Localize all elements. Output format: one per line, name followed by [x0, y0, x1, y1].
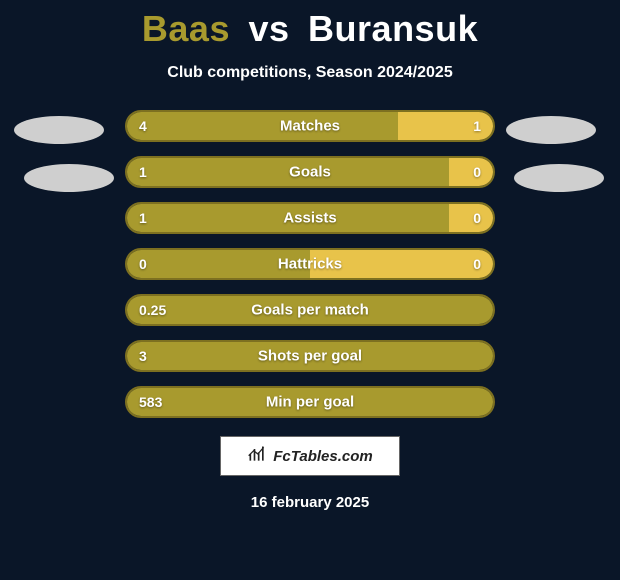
stat-row: 0 0 Hattricks	[125, 248, 495, 280]
stat-value-left: 1	[139, 164, 147, 180]
stat-bar-right	[449, 158, 493, 186]
stat-label: Min per goal	[266, 394, 354, 411]
stat-label: Matches	[280, 118, 340, 135]
stat-row: 3 Shots per goal	[125, 340, 495, 372]
source-badge: FcTables.com	[220, 436, 400, 476]
decorative-ellipse	[24, 164, 114, 192]
stat-row: 1 0 Goals	[125, 156, 495, 188]
date-label: 16 february 2025	[0, 494, 620, 511]
stat-value-left: 0.25	[139, 302, 166, 318]
stat-value-left: 3	[139, 348, 147, 364]
badge-text: FcTables.com	[273, 448, 372, 465]
stat-label: Goals	[289, 164, 331, 181]
stat-value-left: 0	[139, 256, 147, 272]
stat-label: Hattricks	[278, 256, 342, 273]
stat-row: 4 1 Matches	[125, 110, 495, 142]
player2-name: Buransuk	[308, 8, 478, 49]
decorative-ellipse	[14, 116, 104, 144]
comparison-title: Baas vs Buransuk	[0, 0, 620, 50]
bar-chart-icon	[247, 444, 267, 469]
stat-bar-right	[449, 204, 493, 232]
stat-row: 1 0 Assists	[125, 202, 495, 234]
decorative-ellipse	[514, 164, 604, 192]
comparison-chart: 4 1 Matches 1 0 Goals 1 0 Assists 0 0 Hattricks 0.25…	[0, 110, 620, 418]
stat-value-right: 1	[473, 118, 481, 134]
stat-label: Assists	[283, 210, 336, 227]
stat-label: Goals per match	[251, 302, 369, 319]
stat-row: 583 Min per goal	[125, 386, 495, 418]
stat-row: 0.25 Goals per match	[125, 294, 495, 326]
stat-value-left: 1	[139, 210, 147, 226]
subtitle: Club competitions, Season 2024/2025	[0, 64, 620, 82]
stat-value-right: 0	[473, 256, 481, 272]
stat-value-right: 0	[473, 164, 481, 180]
stat-value-right: 0	[473, 210, 481, 226]
stat-value-left: 583	[139, 394, 162, 410]
vs-label: vs	[248, 8, 289, 49]
decorative-ellipse	[506, 116, 596, 144]
stat-label: Shots per goal	[258, 348, 362, 365]
stat-bar-left	[127, 158, 449, 186]
stat-value-left: 4	[139, 118, 147, 134]
stat-rows: 4 1 Matches 1 0 Goals 1 0 Assists 0 0 Hattricks 0.25…	[125, 110, 495, 418]
player1-name: Baas	[142, 8, 230, 49]
stat-bar-left	[127, 112, 398, 140]
